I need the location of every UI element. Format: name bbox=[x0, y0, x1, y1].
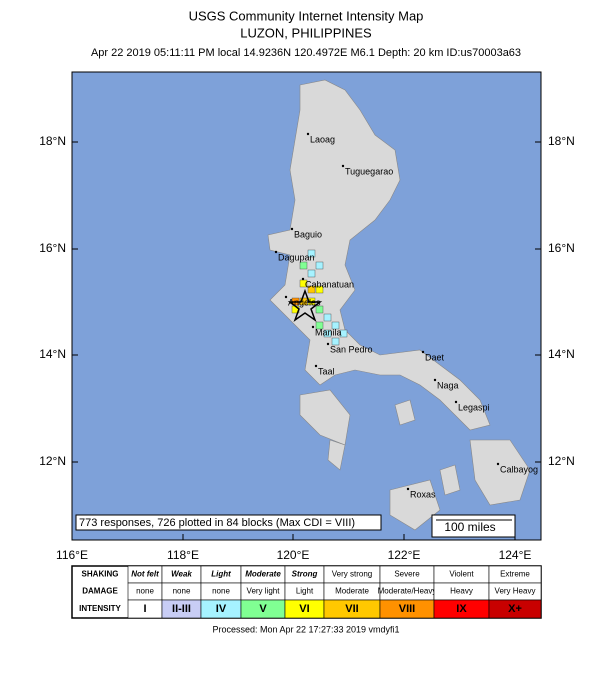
city-label: Tuguegarao bbox=[345, 166, 393, 176]
legend-row-label: DAMAGE bbox=[82, 587, 118, 596]
land bbox=[267, 79, 531, 531]
city-dot bbox=[301, 277, 305, 281]
legend-damage: Light bbox=[296, 587, 314, 596]
legend-damage: Heavy bbox=[450, 587, 473, 596]
city-dot bbox=[306, 132, 310, 136]
city-label: Taal bbox=[318, 366, 335, 376]
legend-shaking: Extreme bbox=[500, 570, 530, 579]
city-dot bbox=[421, 350, 425, 354]
legend-shaking: Very strong bbox=[332, 570, 372, 579]
legend-damage: Very Heavy bbox=[495, 587, 536, 596]
legend-shaking: Not felt bbox=[131, 570, 159, 579]
city-dot bbox=[314, 364, 318, 368]
legend-damage: Very light bbox=[247, 587, 281, 596]
legend-shaking: Violent bbox=[449, 570, 474, 579]
footer: Processed: Mon Apr 22 17:27:33 2019 vmdy… bbox=[212, 624, 399, 634]
legend-cell bbox=[488, 599, 542, 619]
lon-label: 124°E bbox=[499, 548, 532, 562]
legend-intensity: VIII bbox=[399, 603, 416, 615]
legend-intensity: VI bbox=[299, 603, 309, 615]
legend-damage: none bbox=[173, 587, 191, 596]
title: USGS Community Internet Intensity Map bbox=[189, 8, 424, 23]
city-label: Naga bbox=[437, 380, 459, 390]
legend-intensity: V bbox=[259, 603, 267, 615]
note-box bbox=[75, 514, 382, 531]
city-dot bbox=[290, 227, 294, 231]
legend-intensity: VII bbox=[345, 603, 358, 615]
city-dot bbox=[284, 295, 288, 299]
lon-label: 116°E bbox=[56, 548, 88, 562]
city-label: Baguio bbox=[294, 229, 322, 239]
legend-shaking: Strong bbox=[292, 570, 318, 579]
legend-damage: Moderate/Heavy bbox=[378, 587, 437, 596]
lat-label: 18°N bbox=[39, 134, 66, 148]
legend-intensity: II-III bbox=[172, 603, 191, 615]
city-dot bbox=[496, 462, 500, 466]
city-label: Cabanatuan bbox=[305, 279, 354, 289]
city-dot bbox=[433, 378, 437, 382]
lat-label: 16°N bbox=[548, 241, 575, 255]
lat-label: 18°N bbox=[548, 134, 575, 148]
legend-shaking: Severe bbox=[394, 570, 420, 579]
lon-label: 118°E bbox=[167, 548, 199, 562]
legend-row-label: SHAKING bbox=[82, 570, 119, 579]
epicenter bbox=[287, 288, 323, 322]
event-info: Apr 22 2019 05:11:11 PM local 14.9236N 1… bbox=[91, 47, 521, 59]
subtitle: LUZON, PHILIPPINES bbox=[240, 25, 372, 40]
city-dot bbox=[406, 487, 410, 491]
lon-label: 120°E bbox=[277, 548, 310, 562]
lon-label: 122°E bbox=[388, 548, 421, 562]
lat-label: 14°N bbox=[548, 347, 575, 361]
city-label: Roxas bbox=[410, 489, 436, 499]
legend-damage: none bbox=[212, 587, 230, 596]
city-label: Angeles bbox=[288, 297, 321, 307]
scale-label: 100 miles bbox=[444, 520, 495, 534]
city-label: Daet bbox=[425, 352, 445, 362]
legend-shaking: Moderate bbox=[245, 570, 281, 579]
legend-intensity: IX bbox=[456, 603, 467, 615]
lat-label: 16°N bbox=[39, 241, 66, 255]
city-label: Dagupan bbox=[278, 252, 315, 262]
city-label: San Pedro bbox=[330, 344, 373, 354]
legend-intensity: I bbox=[143, 603, 146, 615]
legend-shaking: Weak bbox=[171, 570, 192, 579]
city-label: Manila bbox=[315, 327, 342, 337]
city-label: Calbayog bbox=[500, 464, 538, 474]
city-dot bbox=[274, 250, 278, 254]
lat-label: 14°N bbox=[39, 347, 66, 361]
city-dot bbox=[311, 325, 315, 329]
city-label: Legaspi bbox=[458, 402, 490, 412]
lat-label: 12°N bbox=[39, 454, 66, 468]
city-dot bbox=[326, 342, 330, 346]
city-dot bbox=[341, 164, 345, 168]
legend-intensity: X+ bbox=[508, 603, 522, 615]
legend-shaking: Light bbox=[211, 570, 231, 579]
city-label: Laoag bbox=[310, 134, 335, 144]
legend-damage: Moderate bbox=[335, 587, 369, 596]
city-dot bbox=[454, 400, 458, 404]
legend-row-label: INTENSITY bbox=[79, 604, 121, 613]
legend-intensity: IV bbox=[216, 603, 227, 615]
lat-label: 12°N bbox=[548, 454, 575, 468]
legend-damage: none bbox=[136, 587, 154, 596]
responses-note: 773 responses, 726 plotted in 84 blocks … bbox=[79, 517, 355, 529]
